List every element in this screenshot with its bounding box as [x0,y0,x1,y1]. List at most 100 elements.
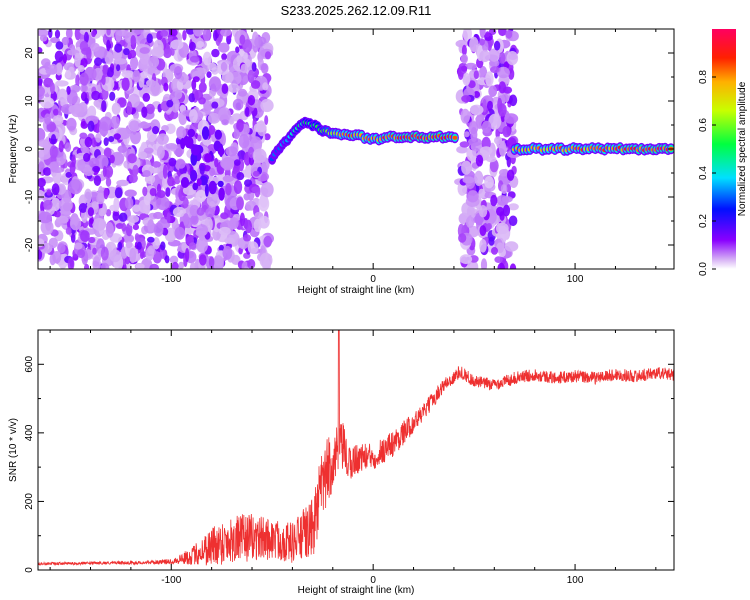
noise-blob [121,77,130,91]
noise-blob [508,94,518,107]
noise-blob [236,55,243,63]
noise-blob [130,56,139,70]
snr-y-label: SNR (10 * v/v) [8,418,19,482]
noise-blob [142,186,148,197]
noise-blob [55,80,69,87]
noise-blob [459,254,473,265]
noise-blob [153,39,164,56]
noise-blob [202,51,212,66]
noise-blob [488,48,500,62]
noise-blob [196,41,205,49]
noise-blob [479,239,487,253]
noise-blob [473,91,481,98]
noise-blob [87,120,95,132]
noise-blob [247,69,255,84]
noise-blob [130,35,136,47]
colorbar: 0.0 0.2 0.4 0.6 0.8 Normalized spectral ampl… [698,29,748,276]
noise-blob [233,159,241,166]
noise-blob [480,258,488,269]
noise-blob [127,215,140,223]
noise-blob [178,261,185,269]
noise-blob [150,80,160,96]
noise-blob [264,115,269,126]
noise-blob [169,255,179,264]
noise-blob [253,218,262,232]
noise-blob [263,235,273,248]
noise-blob [211,48,220,58]
noise-blob [52,170,62,185]
noise-blob [502,126,512,138]
noise-blob [496,242,504,254]
noise-blob [114,187,123,199]
noise-blob [259,252,273,268]
noise-blob [148,55,160,68]
noise-blob [241,261,249,269]
noise-blob [80,84,88,93]
noise-blob [201,126,210,140]
noise-blob [218,244,224,252]
noise-blob [102,165,107,178]
noise-blob [121,70,135,78]
noise-blob [164,255,170,264]
signal-core [452,135,458,140]
noise-blob [156,145,165,159]
noise-blob [38,85,45,97]
spectrogram-y-ticks: -20 -10 0 10 20 [24,28,674,270]
noise-blob [104,165,114,178]
noise-blob [88,236,96,244]
noise-blob [103,147,112,158]
spectrogram-x-label: Height of straight line (km) [298,285,415,296]
noise-blob [125,241,133,249]
noise-blob [493,40,501,51]
snr-frame [37,329,675,571]
noise-blob [245,163,253,179]
noise-blob [462,176,475,184]
noise-blob [233,129,240,140]
noise-blob [165,143,178,150]
noise-blob [90,42,100,52]
noise-blob [488,85,498,97]
noise-blob [144,147,154,154]
noise-blob [174,226,186,240]
noise-blob [79,132,88,139]
noise-blob [222,245,233,260]
noise-blob [173,66,183,80]
noise-blob [68,179,83,195]
noise-blob [251,62,257,72]
noise-blob [197,134,202,142]
noise-blob [478,188,486,198]
noise-blob [160,30,169,37]
noise-blob [224,237,236,244]
noise-blob [479,146,493,156]
noise-blob [462,29,472,42]
noise-blob [49,145,58,159]
noise-blob [196,237,209,253]
noise-blob [140,71,148,79]
colorbar-ticks: 0.0 0.2 0.4 0.6 0.8 [698,70,716,276]
noise-blob [127,153,137,164]
noise-blob [463,131,470,138]
noise-blob [114,43,123,53]
noise-blob [206,193,221,207]
noise-blob [57,243,66,254]
noise-blob [166,99,174,108]
noise-blob [166,212,171,224]
x-tick-label: -100 [161,575,181,586]
y-tick-label: -10 [24,189,35,204]
noise-blob [221,83,229,94]
noise-blob [170,47,175,56]
noise-blob [170,39,184,50]
noise-blob [218,226,231,236]
noise-blob [485,71,494,87]
noise-blob [490,194,498,207]
noise-blob [214,129,222,140]
noise-blob [84,263,90,269]
noise-blob [221,53,228,61]
noise-blob [165,187,171,198]
noise-blob [97,185,104,202]
x-tick-label: 100 [567,575,584,586]
noise-blob [79,72,89,86]
noise-blob [70,233,76,243]
noise-blob [113,58,127,65]
noise-blob [505,29,513,39]
